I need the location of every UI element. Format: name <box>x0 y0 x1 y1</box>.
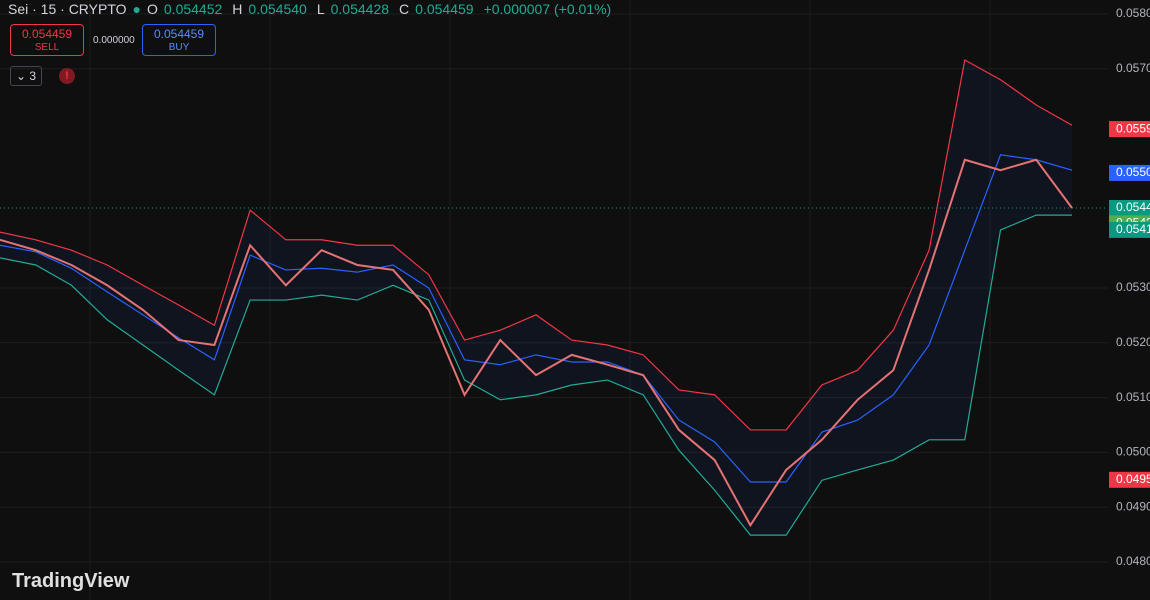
logo: TradingView <box>12 570 130 592</box>
series-line <box>0 158 1073 528</box>
series-line <box>0 214 1072 536</box>
count: 3 <box>29 69 37 83</box>
y-tick-label: 0.0530 <box>1116 280 1150 294</box>
price-badge-label: 0.0541 <box>1116 222 1150 236</box>
spread: 0.000000 <box>93 35 135 46</box>
warning-icon[interactable]: ! <box>59 68 75 84</box>
price-badge-label: 0.0495 <box>1116 472 1150 486</box>
y-tick-label: 0.0510 <box>1116 390 1150 404</box>
value: 0.054459 <box>415 1 474 17</box>
indicators-toggle[interactable]: ⌄ 3 <box>10 66 42 86</box>
symbol[interactable]: Sei · 15 · CRYPTO <box>8 1 127 17</box>
y-tick-label: 0.0520 <box>1116 335 1150 349</box>
y-tick-label: 0.0490 <box>1116 499 1150 513</box>
price: 0.054459 <box>21 27 73 41</box>
label: H <box>232 1 243 17</box>
price-badge <box>1109 121 1150 138</box>
price: 0.054459 <box>153 27 205 41</box>
label: L <box>316 1 325 17</box>
change: +0.000007 (+0.01%) <box>483 1 612 17</box>
series-line <box>0 59 1073 431</box>
status-dot: ● <box>132 1 141 17</box>
price-badge-label: 0.0550 <box>1116 165 1150 179</box>
y-tick-label: 0.0500 <box>1116 445 1150 459</box>
price-badge-label: 0.0544 <box>1116 200 1150 214</box>
value: 0.054428 <box>330 1 390 17</box>
band-fill <box>0 60 1072 536</box>
y-tick-label: 0.0570 <box>1116 61 1150 75</box>
symbol-header: Sei · 15 · CRYPTO ● O 0.054452 H 0.054540 … <box>8 1 615 17</box>
sell-button[interactable]: 0.054459 SELL <box>10 24 84 56</box>
label: BUY <box>168 42 190 53</box>
value: 0.054540 <box>248 1 307 17</box>
label: C <box>399 1 410 17</box>
label: SELL <box>34 42 60 53</box>
y-tick-label: 0.0480 <box>1116 554 1150 568</box>
value: 0.054452 <box>163 1 223 17</box>
buy-button[interactable]: 0.054459 BUY <box>142 24 216 56</box>
price-badge <box>1109 164 1150 181</box>
y-tick-label: 0.0580 <box>1116 6 1150 20</box>
price-badge-label: 0.0559 <box>1116 121 1150 135</box>
series-line <box>0 154 1073 483</box>
price-badge <box>1109 221 1150 238</box>
label: O <box>147 1 158 17</box>
price-badge <box>1109 471 1150 488</box>
